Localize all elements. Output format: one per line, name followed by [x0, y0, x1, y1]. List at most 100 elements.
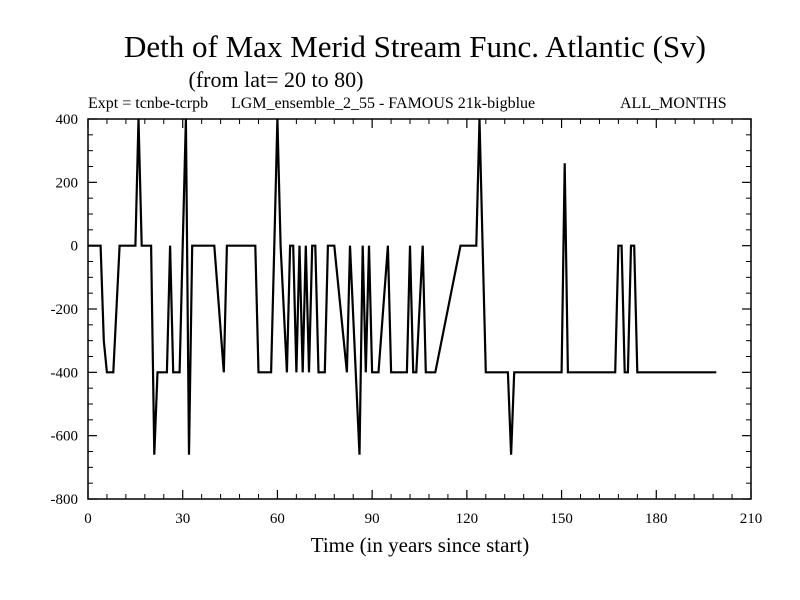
series-point — [627, 371, 629, 373]
series-point — [333, 245, 335, 247]
series-point — [346, 371, 348, 373]
series-point — [475, 245, 477, 247]
series-point — [213, 245, 215, 247]
series-point — [327, 245, 329, 247]
y-tick-label: -400 — [51, 365, 79, 381]
series-point — [374, 371, 376, 373]
series-point — [188, 454, 190, 456]
series-point — [166, 371, 168, 373]
series-point — [194, 245, 196, 247]
series-point — [280, 245, 282, 247]
series-point — [362, 245, 364, 247]
series-point — [501, 371, 503, 373]
x-tick-label: 0 — [84, 511, 92, 527]
series-point — [463, 245, 465, 247]
series-point — [179, 371, 181, 373]
series-point — [103, 340, 105, 342]
y-tick-labels: 400 200 0 -200 -400 -600 -800 — [51, 112, 79, 508]
series-point — [289, 245, 291, 247]
series-point — [415, 371, 417, 373]
series-point — [226, 245, 228, 247]
series-point — [144, 245, 146, 247]
series-point — [393, 371, 395, 373]
series-point — [368, 245, 370, 247]
series-point — [182, 245, 184, 247]
x-tick-label: 180 — [645, 511, 668, 527]
series-point — [299, 245, 301, 247]
series-point — [349, 245, 351, 247]
series-point — [378, 371, 380, 373]
series-point — [715, 371, 717, 373]
series-point — [482, 245, 484, 247]
series-point — [305, 245, 307, 247]
series-point — [422, 245, 424, 247]
series-point — [223, 371, 225, 373]
series-point — [308, 371, 310, 373]
series-point — [229, 245, 231, 247]
series-point — [624, 371, 626, 373]
series-point — [371, 371, 373, 373]
x-tick-label: 90 — [365, 511, 380, 527]
run-label: LGM_ensemble_2_55 - FAMOUS 21k-bigblue — [231, 95, 535, 112]
series-point — [270, 371, 272, 373]
months-label: ALL_MONTHS — [620, 95, 727, 112]
series-point — [150, 245, 152, 247]
series-point — [191, 245, 193, 247]
series-point — [286, 371, 288, 373]
series-point — [324, 371, 326, 373]
series-line — [88, 118, 717, 455]
series-point — [106, 371, 108, 373]
series-point — [292, 245, 294, 247]
series-point — [485, 371, 487, 373]
series-point — [428, 371, 430, 373]
series-point — [314, 245, 316, 247]
series-point — [460, 245, 462, 247]
series-point — [134, 245, 136, 247]
series-point — [160, 371, 162, 373]
series-point — [119, 245, 121, 247]
series-point — [636, 371, 638, 373]
series-point — [365, 371, 367, 373]
y-tick-label: -200 — [51, 302, 79, 318]
series-point — [516, 371, 518, 373]
x-tick-label: 120 — [456, 511, 479, 527]
series-point — [640, 371, 642, 373]
expt-label: Expt = tcnbe-tcrpb — [88, 95, 208, 112]
y-tick-label: -600 — [51, 429, 79, 445]
series-point — [172, 371, 174, 373]
series-point — [100, 245, 102, 247]
x-tick-label: 150 — [550, 511, 573, 527]
x-tick-label: 60 — [270, 511, 285, 527]
series-point — [567, 371, 569, 373]
series-point — [141, 245, 143, 247]
series-point — [185, 118, 187, 120]
series-point — [564, 162, 566, 164]
series-point — [169, 245, 171, 247]
series-point — [112, 371, 114, 373]
chart-subtitle: (from lat= 20 to 80) — [189, 67, 364, 92]
y-tick-label: 400 — [56, 112, 79, 128]
series-point — [412, 371, 414, 373]
series-point — [630, 245, 632, 247]
x-tick-label: 210 — [740, 511, 763, 527]
series-point — [387, 245, 389, 247]
series-point — [318, 371, 320, 373]
series-point — [157, 371, 159, 373]
series-point — [425, 371, 427, 373]
series-point — [617, 245, 619, 247]
series-point — [276, 118, 278, 120]
series-point — [273, 245, 275, 247]
y-tick-label: 0 — [71, 239, 79, 255]
series-point — [254, 245, 256, 247]
series-point — [479, 118, 481, 120]
x-axis-label: Time (in years since start) — [311, 533, 530, 557]
series-point — [621, 245, 623, 247]
series-point — [258, 371, 260, 373]
series-point — [295, 371, 297, 373]
series-point — [504, 371, 506, 373]
series-point — [434, 371, 436, 373]
series-point — [400, 371, 402, 373]
series-point — [311, 245, 313, 247]
